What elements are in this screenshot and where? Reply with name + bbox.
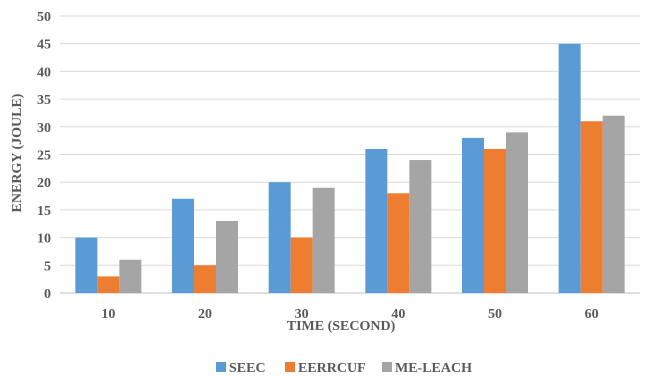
- bar-eerrcuf-40: [387, 193, 410, 293]
- legend-swatch-me-leach: [382, 362, 392, 372]
- gridlines: [60, 15, 640, 294]
- bar-seec-20: [172, 198, 194, 293]
- bar-seec-10: [75, 237, 98, 293]
- x-axis-title: TIME (SECOND): [287, 319, 396, 334]
- bar-eerrcuf-10: [97, 276, 120, 293]
- bar-seec-40: [365, 148, 388, 293]
- x-tick-label: 10: [101, 307, 115, 322]
- y-tick-label: 40: [37, 65, 51, 80]
- y-tick-label: 20: [37, 176, 51, 191]
- bar-me-leach-60: [602, 115, 625, 293]
- legend-swatch-eerrcuf: [285, 362, 295, 372]
- bar-me-leach-20: [216, 220, 238, 293]
- bar-me-leach-40: [409, 160, 432, 293]
- bar-seec-60: [558, 43, 581, 294]
- bars: [75, 43, 625, 294]
- x-tick-label: 30: [295, 307, 309, 322]
- y-tick-label: 35: [37, 93, 51, 108]
- bar-eerrcuf-20: [194, 265, 216, 293]
- bar-eerrcuf-50: [484, 148, 506, 293]
- y-tick-label: 25: [37, 149, 51, 164]
- x-tick-label: 40: [391, 307, 405, 322]
- y-axis-title: ENERGY (JOULE): [10, 93, 25, 212]
- x-tick-label: 50: [488, 307, 502, 322]
- legend-label: EERRCUF: [298, 361, 366, 376]
- legend-swatch-seec: [216, 362, 226, 372]
- bar-seec-50: [462, 137, 484, 293]
- x-tick-label: 20: [198, 307, 212, 322]
- y-tick-label: 5: [44, 259, 51, 274]
- y-tick-label: 50: [37, 10, 51, 25]
- y-tick-label: 10: [37, 232, 51, 247]
- y-tick-label: 0: [44, 287, 51, 302]
- legend: SEEC EERRCUF ME-LEACH: [216, 361, 472, 376]
- bar-eerrcuf-30: [290, 237, 313, 293]
- bar-me-leach-10: [119, 259, 142, 293]
- y-tick-label: 30: [37, 121, 51, 136]
- y-tick-labels: 0 5 10 15 20 25 30 35 40 45 50: [37, 10, 51, 302]
- x-tick-labels: 10 20 30 40 50 60: [101, 307, 598, 322]
- legend-label: SEEC: [229, 361, 266, 376]
- y-tick-label: 45: [37, 38, 51, 53]
- y-tick-label: 15: [37, 204, 51, 219]
- bar-seec-30: [268, 182, 291, 293]
- bar-me-leach-50: [506, 132, 528, 293]
- legend-label: ME-LEACH: [395, 361, 472, 376]
- x-tick-label: 60: [585, 307, 599, 322]
- bar-eerrcuf-60: [580, 121, 603, 293]
- bar-me-leach-30: [312, 187, 335, 293]
